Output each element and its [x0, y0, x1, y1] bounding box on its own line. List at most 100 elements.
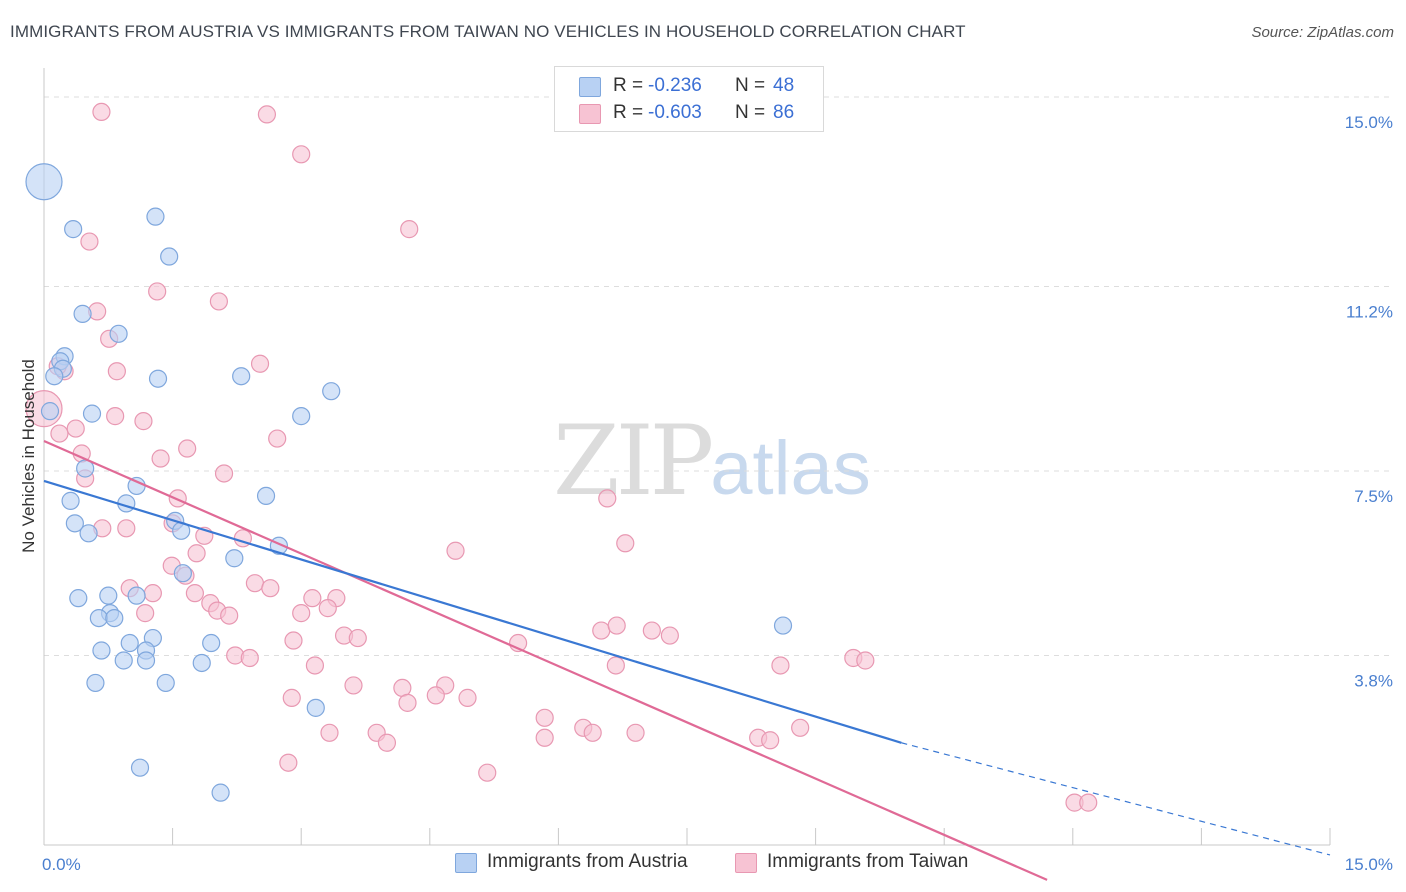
- taiwan-point: [305, 656, 325, 675]
- tick-labels: 3.8% 7.5% 11.2% 15.0% 0.0% 15.0%: [42, 113, 1393, 874]
- legend-n-label: N =: [735, 75, 766, 96]
- austria-point: [211, 783, 230, 802]
- austria-point: [306, 698, 325, 717]
- taiwan-point: [178, 439, 197, 458]
- taiwan-point: [148, 282, 167, 301]
- taiwan-point: [209, 292, 228, 311]
- taiwan-point: [240, 648, 259, 668]
- taiwan-trend-line: [43, 440, 1048, 881]
- austria-point: [773, 616, 793, 635]
- chart-title: IMMIGRANTS FROM AUSTRIA VS IMMIGRANTS FR…: [10, 22, 966, 41]
- taiwan-swatch: [735, 853, 757, 873]
- taiwan-point: [214, 464, 234, 483]
- austria-point: [156, 673, 175, 693]
- watermark: ZIPatlas: [553, 405, 871, 517]
- taiwan-point: [284, 631, 303, 650]
- legend-r-value: -0.603: [648, 102, 702, 123]
- austria-point: [65, 514, 84, 533]
- austria-point: [73, 304, 92, 323]
- taiwan-point: [446, 541, 465, 560]
- taiwan-swatch: [579, 104, 601, 124]
- austria-point: [92, 641, 111, 660]
- taiwan-point: [598, 489, 617, 508]
- austria-point: [114, 651, 133, 670]
- austria-point: [160, 247, 179, 266]
- watermark-atlas: atlas: [710, 426, 871, 511]
- austria-trend-line: [43, 479, 902, 744]
- austria-point: [232, 367, 251, 386]
- taiwan-point: [478, 763, 497, 782]
- austria-swatch: [579, 77, 601, 97]
- taiwan-point: [377, 733, 397, 752]
- bottom-legend-label: Immigrants from Taiwan: [767, 851, 969, 872]
- taiwan-point: [344, 676, 363, 695]
- austria-point: [61, 491, 80, 510]
- austria-point: [89, 608, 108, 628]
- austria-point: [130, 758, 150, 777]
- austria-point: [127, 586, 146, 605]
- y-axis-label: No Vehicles in Household: [19, 359, 38, 553]
- taiwan-point: [771, 656, 790, 675]
- taiwan-point: [318, 599, 337, 618]
- taiwan-point: [245, 574, 265, 593]
- bottom-legend-label: Immigrants from Austria: [487, 851, 688, 872]
- austria-point: [120, 633, 139, 653]
- austria-point: [86, 673, 105, 693]
- taiwan-point: [268, 429, 287, 448]
- taiwan-point: [303, 589, 322, 608]
- trend-lines: [43, 440, 1331, 881]
- austria-point: [40, 402, 60, 421]
- taiwan-point: [66, 419, 85, 438]
- taiwan-point: [106, 407, 125, 426]
- y-tick-label: 3.8%: [1354, 671, 1393, 690]
- taiwan-point: [50, 424, 69, 443]
- austria-point: [146, 207, 165, 226]
- series-austria-points: [25, 163, 793, 802]
- taiwan-point: [187, 544, 206, 563]
- taiwan-point: [282, 688, 301, 707]
- austria-point: [136, 651, 156, 670]
- austria-point: [45, 367, 64, 386]
- taiwan-point: [426, 686, 445, 705]
- taiwan-point: [107, 362, 126, 381]
- taiwan-point: [626, 723, 645, 742]
- austria-point: [148, 369, 168, 388]
- austria-point: [202, 633, 221, 653]
- taiwan-point: [136, 604, 155, 623]
- taiwan-point: [220, 606, 239, 625]
- austria-point: [82, 404, 102, 423]
- taiwan-point: [185, 584, 204, 603]
- taiwan-point: [1079, 793, 1098, 812]
- legend-n-value: 48: [773, 75, 795, 96]
- taiwan-point: [660, 626, 679, 645]
- taiwan-point: [261, 579, 280, 598]
- y-tick-label: 7.5%: [1354, 487, 1393, 506]
- x-tick-label: 0.0%: [42, 855, 81, 874]
- taiwan-point: [458, 688, 477, 707]
- taiwan-point: [583, 723, 602, 742]
- austria-point: [173, 564, 192, 583]
- legend-r-value: -0.236: [648, 75, 702, 96]
- taiwan-point: [535, 728, 554, 747]
- taiwan-point: [143, 584, 162, 603]
- austria-point: [225, 549, 244, 568]
- austria-point: [69, 589, 88, 608]
- source-label: Source: ZipAtlas.com: [1251, 24, 1394, 41]
- austria-point: [79, 524, 98, 543]
- watermark-zip: ZIP: [553, 405, 714, 517]
- austria-point: [99, 586, 118, 605]
- legend-n-value: 86: [773, 102, 795, 123]
- taiwan-point: [761, 731, 780, 750]
- taiwan-point: [398, 693, 417, 712]
- taiwan-point: [279, 753, 298, 772]
- taiwan-point: [257, 105, 277, 124]
- austria-swatch: [455, 853, 477, 873]
- austria-point: [109, 324, 128, 343]
- taiwan-point: [80, 232, 99, 251]
- legend-r-label: R =: [613, 102, 644, 123]
- taiwan-point: [117, 519, 136, 538]
- taiwan-point: [92, 102, 111, 122]
- austria-point: [105, 608, 124, 628]
- taiwan-point: [400, 220, 419, 239]
